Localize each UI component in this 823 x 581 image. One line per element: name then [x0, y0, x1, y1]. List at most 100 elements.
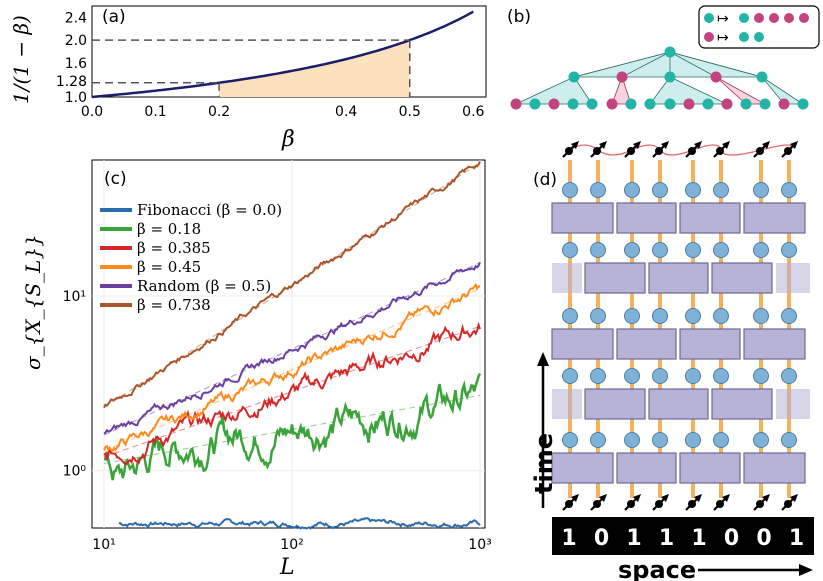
- qubit-node: [685, 242, 701, 258]
- top-spin-arrow-head: [694, 141, 702, 149]
- panel-c: 10¹ 10² 10³ 10⁰ 10¹ (c) Fibonacci (β = 0.0)…: [21, 159, 492, 580]
- qubit-node: [685, 432, 701, 448]
- tree-leaf-node: [529, 98, 541, 110]
- qubit-node: [562, 368, 578, 384]
- series-lines: [103, 160, 482, 530]
- qubit-node: [624, 308, 640, 324]
- bit-digit: 1: [659, 526, 674, 551]
- tree-leaf-node: [683, 98, 695, 110]
- qubit-node: [781, 308, 797, 324]
- gate-block: [679, 328, 741, 360]
- bottom-spin-arrow-dot: [784, 500, 792, 508]
- qubit-node: [652, 308, 668, 324]
- qubit-node: [652, 432, 668, 448]
- gate-block: [616, 202, 677, 234]
- top-spin-arrow-head: [633, 141, 641, 149]
- x-tick-label: 10¹: [92, 537, 115, 553]
- space-label: space: [618, 556, 696, 581]
- gate-block: [711, 388, 773, 420]
- gate-block: [743, 328, 806, 360]
- qubit-node: [781, 432, 797, 448]
- bit-digit: 1: [691, 526, 706, 551]
- qubit-node: [562, 182, 578, 198]
- qubit-node: [713, 368, 729, 384]
- bottom-spin-arrow-head: [762, 494, 770, 502]
- qubit-node: [753, 432, 769, 448]
- qubit-node: [590, 432, 606, 448]
- tree-level1-node: [756, 71, 768, 83]
- tree-leaf-node: [664, 98, 676, 110]
- bottom-spin-arrow-dot: [627, 500, 635, 508]
- rule2-arrow: ↦: [717, 30, 729, 46]
- qubit-node: [685, 182, 701, 198]
- gate-edge-fade: [776, 389, 810, 419]
- tree-leaf-node: [644, 98, 656, 110]
- gate-block: [648, 388, 709, 420]
- tree-root-node: [664, 46, 676, 58]
- legend-label: β = 0.385: [137, 239, 211, 257]
- qubit-node: [753, 182, 769, 198]
- bottom-spin-arrow-head: [633, 494, 641, 502]
- qubit-node: [685, 368, 701, 384]
- series-line-1: [103, 373, 482, 481]
- top-spin-arrow-dot: [756, 147, 764, 155]
- tree-leaf-node: [510, 98, 522, 110]
- tree-leaf-node: [721, 98, 733, 110]
- qubit-node: [781, 368, 797, 384]
- y-tick-label: 1.0: [65, 90, 87, 106]
- x-tick-label: 0.4: [335, 104, 357, 120]
- legend-label: β = 0.738: [137, 296, 211, 314]
- rule2-magenta-node: [704, 32, 714, 42]
- bit-digit: 1: [626, 526, 641, 551]
- gate-block: [743, 202, 806, 234]
- qubit-node: [624, 432, 640, 448]
- top-spin-arrow-dot: [784, 147, 792, 155]
- gate-edge-fade: [552, 389, 582, 419]
- qubit-node: [652, 182, 668, 198]
- rule2-teal-out-1: [739, 32, 749, 42]
- top-spin-arrow-head: [661, 141, 669, 149]
- x-tick-label: 10³: [468, 537, 491, 553]
- guide-lines: [92, 39, 411, 97]
- bit-digit: 0: [594, 526, 609, 551]
- bottom-spin-arrow-dot: [565, 500, 573, 508]
- legend-label: β = 0.18: [137, 220, 201, 238]
- x-tick-label: 0.0: [81, 104, 103, 120]
- y-axis-label: 1/(1 − β): [9, 15, 33, 104]
- qubit-node: [590, 308, 606, 324]
- bit-digit: 1: [561, 526, 576, 551]
- series-line-5: [103, 160, 481, 409]
- y-tick-label: 10⁰: [63, 464, 87, 480]
- y-tick-labels: 1.01.28 1.6 2.0 2.4: [56, 10, 87, 106]
- qubit-node: [685, 308, 701, 324]
- tree-leaf-node: [740, 98, 752, 110]
- y-tick-label: 2.0: [65, 33, 87, 49]
- rule1-arrow: ↦: [717, 11, 729, 27]
- tree-edge: [573, 51, 671, 78]
- top-spin-arrow-head: [722, 141, 730, 149]
- y-tick-label: 2.4: [65, 10, 87, 26]
- panel-c-frame: [91, 159, 486, 529]
- qubit-node: [781, 242, 797, 258]
- top-spin-arrow-dot: [688, 147, 696, 155]
- rule1-magenta-out-2: [769, 13, 779, 23]
- gate-block: [743, 452, 806, 484]
- fit-line-4: [103, 262, 481, 436]
- panel-a-label: (a): [102, 7, 126, 27]
- x-tick-labels: 10¹ 10² 10³: [92, 537, 491, 553]
- bit-digit: 0: [756, 526, 771, 551]
- tree-level1-node: [664, 71, 676, 83]
- panel-b: (b) ↦ ↦: [507, 5, 820, 110]
- x-tick-label: 10²: [280, 537, 303, 553]
- gate-block: [679, 202, 741, 234]
- tree-leaf-node: [548, 98, 560, 110]
- shaded-region: [219, 40, 410, 97]
- top-spin-arrow-dot: [716, 147, 724, 155]
- gate-block: [616, 452, 677, 484]
- tree-edge: [621, 51, 671, 78]
- gate-block: [584, 262, 646, 294]
